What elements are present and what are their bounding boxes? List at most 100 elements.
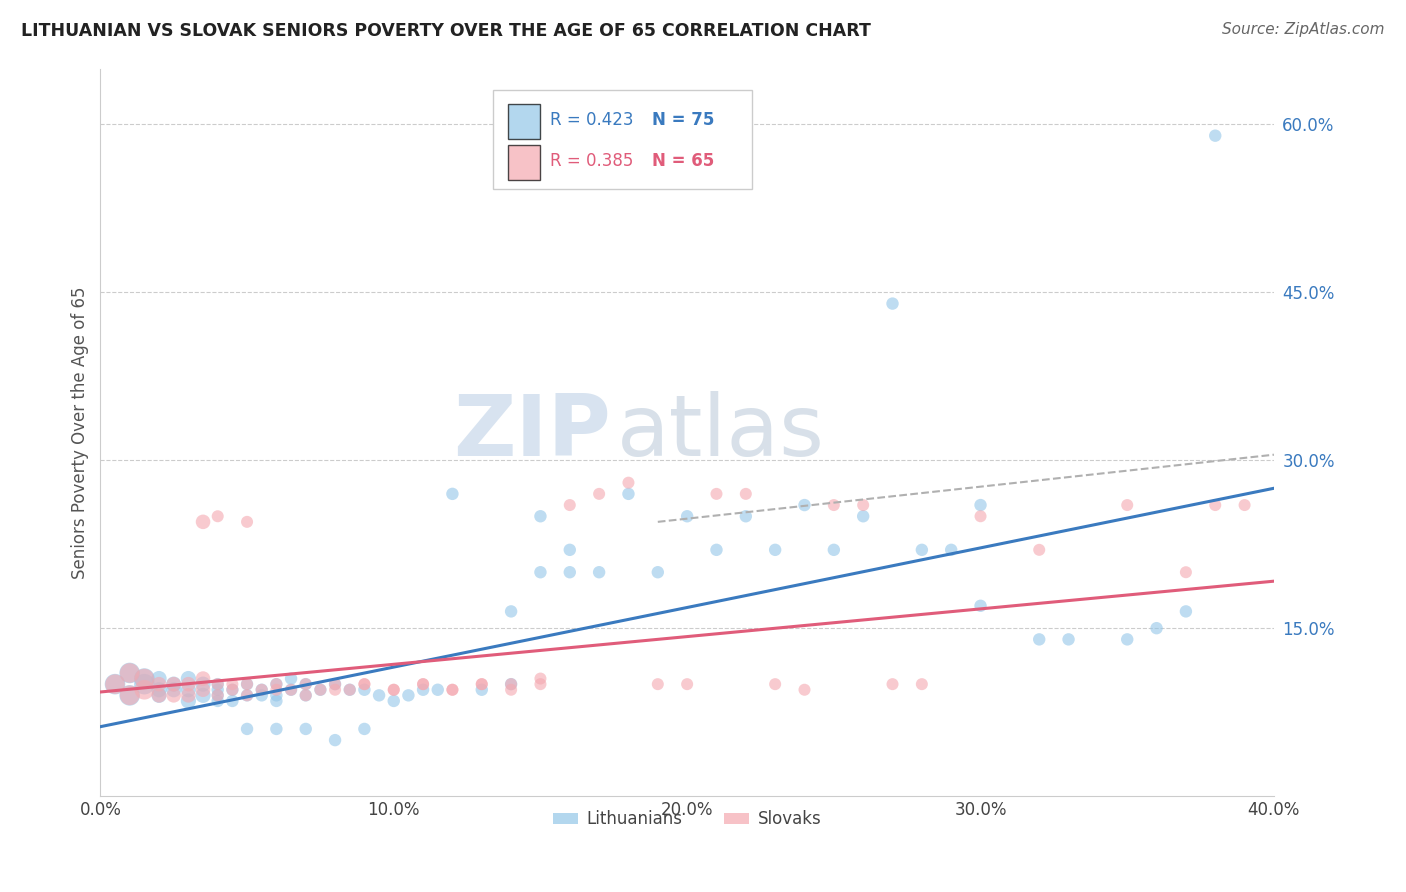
Point [118, 665, 141, 680]
Point [236, 677, 259, 691]
Text: N = 65: N = 65 [652, 152, 714, 169]
Point [734, 487, 756, 501]
Point [1116, 498, 1139, 512]
Point [163, 682, 186, 697]
Point [236, 689, 259, 703]
Point [191, 682, 214, 697]
Point [148, 689, 170, 703]
Text: N = 75: N = 75 [652, 112, 714, 129]
Legend: Lithuanians, Slovaks: Lithuanians, Slovaks [547, 804, 828, 835]
Point [323, 733, 346, 747]
Point [323, 677, 346, 691]
Text: LITHUANIAN VS SLOVAK SENIORS POVERTY OVER THE AGE OF 65 CORRELATION CHART: LITHUANIAN VS SLOVAK SENIORS POVERTY OVE… [21, 22, 870, 40]
Text: atlas: atlas [617, 391, 825, 474]
Point [1028, 542, 1050, 557]
Point [280, 672, 302, 686]
Point [353, 682, 375, 697]
Bar [494, 90, 752, 188]
Point [426, 682, 449, 697]
Point [501, 677, 523, 691]
Point [706, 542, 728, 557]
Point [134, 672, 156, 686]
Point [911, 677, 934, 691]
Point [250, 682, 273, 697]
Point [134, 672, 156, 686]
Point [706, 487, 728, 501]
Point [529, 566, 551, 580]
Point [911, 542, 934, 557]
Point [558, 542, 581, 557]
Point [382, 682, 405, 697]
Point [471, 682, 494, 697]
FancyBboxPatch shape [508, 104, 540, 139]
Point [236, 689, 259, 703]
Point [647, 677, 669, 691]
Point [412, 677, 434, 691]
Point [793, 682, 815, 697]
Text: Source: ZipAtlas.com: Source: ZipAtlas.com [1222, 22, 1385, 37]
Point [148, 689, 170, 703]
Point [969, 599, 991, 613]
Point [882, 296, 904, 310]
Point [266, 677, 288, 691]
Text: R = 0.385: R = 0.385 [550, 152, 633, 169]
Point [294, 722, 316, 736]
Point [266, 722, 288, 736]
Point [177, 694, 200, 708]
Point [588, 566, 610, 580]
Point [1028, 632, 1050, 647]
Point [441, 487, 464, 501]
Point [294, 677, 316, 691]
Point [250, 682, 273, 697]
Point [368, 689, 391, 703]
Point [969, 509, 991, 524]
Point [177, 689, 200, 703]
Point [221, 694, 243, 708]
Point [501, 677, 523, 691]
Point [823, 542, 845, 557]
Point [471, 677, 494, 691]
Point [250, 689, 273, 703]
Point [207, 694, 229, 708]
Point [207, 689, 229, 703]
Point [558, 498, 581, 512]
Point [266, 689, 288, 703]
Point [207, 509, 229, 524]
Point [221, 682, 243, 697]
Point [148, 682, 170, 697]
Point [339, 682, 361, 697]
Point [1204, 498, 1226, 512]
FancyBboxPatch shape [508, 145, 540, 180]
Point [148, 677, 170, 691]
Point [177, 672, 200, 686]
Point [412, 677, 434, 691]
Point [191, 677, 214, 691]
Point [236, 677, 259, 691]
Point [852, 509, 875, 524]
Point [382, 682, 405, 697]
Point [294, 689, 316, 703]
Point [163, 689, 186, 703]
Point [353, 677, 375, 691]
Point [207, 677, 229, 691]
Point [134, 682, 156, 697]
Point [1174, 604, 1197, 618]
Point [1146, 621, 1168, 635]
Text: ZIP: ZIP [453, 391, 610, 474]
Point [177, 682, 200, 697]
Point [529, 672, 551, 686]
Point [236, 515, 259, 529]
Point [339, 682, 361, 697]
Point [280, 682, 302, 697]
Point [1233, 498, 1256, 512]
Point [1174, 566, 1197, 580]
Point [763, 542, 786, 557]
Point [1116, 632, 1139, 647]
Point [266, 682, 288, 697]
Point [763, 677, 786, 691]
Point [236, 722, 259, 736]
Point [793, 498, 815, 512]
Point [294, 689, 316, 703]
Point [207, 677, 229, 691]
Point [412, 682, 434, 697]
